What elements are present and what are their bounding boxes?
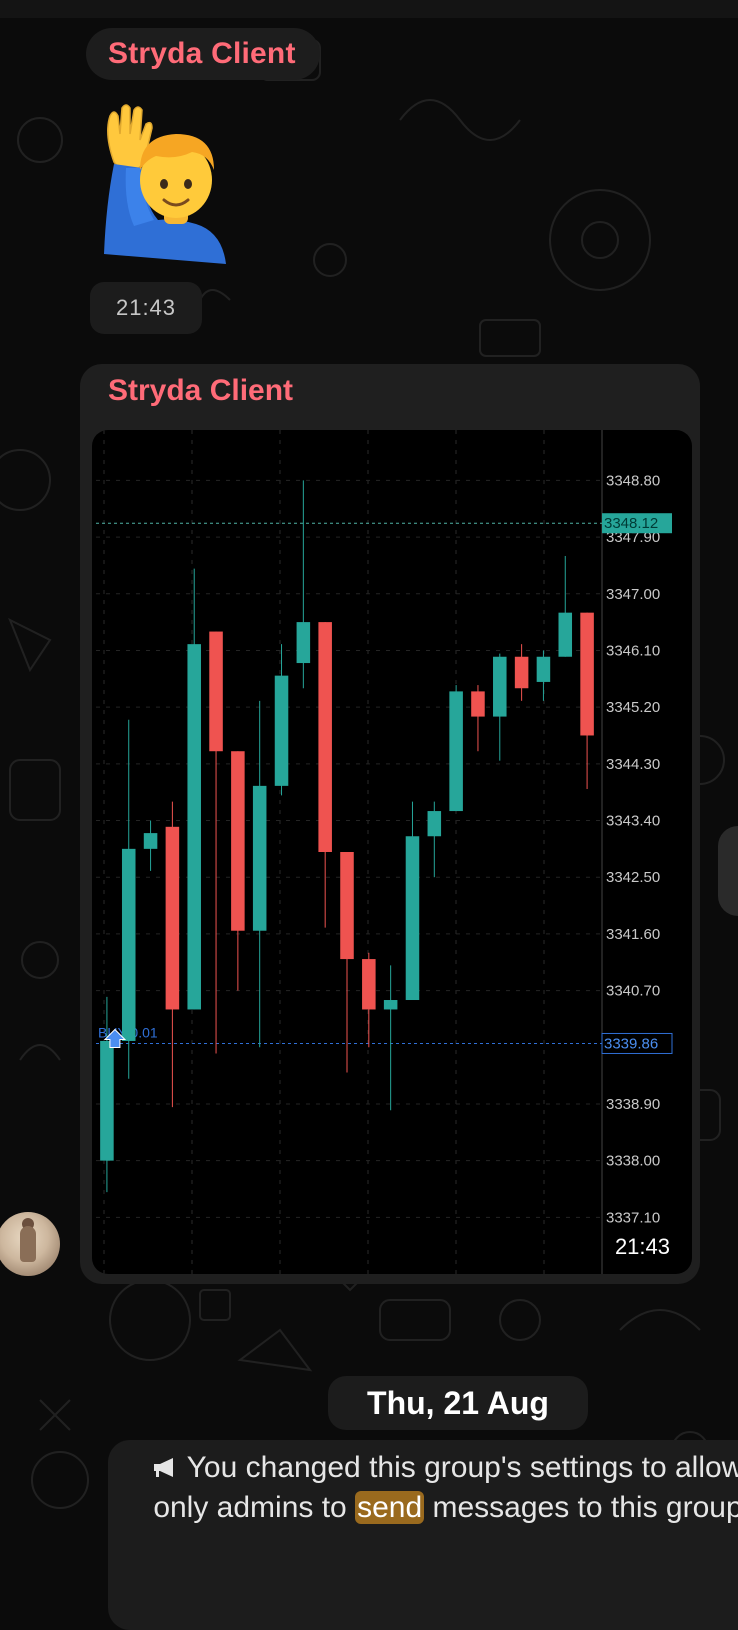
price-tick-label: 3344.30 [606, 756, 660, 773]
date-separator-text: Thu, 21 Aug [367, 1384, 549, 1421]
current-price-label: 3348.12 [604, 515, 658, 532]
candlestick-chart: 3348.80 3347.90 3347.00 3346.10 3345.20 3344.… [96, 430, 673, 1274]
candle-body [514, 656, 529, 689]
price-tick-label: 3338.00 [606, 1153, 660, 1170]
message-time: 21:43 [90, 282, 202, 334]
candle-body [209, 631, 223, 752]
candle-body [471, 691, 485, 717]
candle-body [121, 848, 136, 1041]
candle-body [536, 656, 551, 682]
system-message: You changed this group's settings to all… [108, 1440, 738, 1630]
system-message-before: You changed this group's settings to all… [153, 1451, 738, 1524]
buy-price-label: 3339.86 [604, 1035, 658, 1052]
sender-name: Stryda Client [108, 37, 296, 70]
price-tick-label: 3343.40 [606, 813, 660, 830]
price-tick-label: 3340.70 [606, 983, 660, 1000]
system-message-text: You changed this group's settings to all… [128, 1448, 738, 1528]
price-tick-label: 3346.10 [606, 642, 660, 659]
candle-body [427, 811, 442, 837]
candle-body [340, 852, 354, 960]
buy-arrow-marker [103, 1028, 127, 1048]
sender-avatar[interactable] [0, 1212, 60, 1276]
price-tick-label: 3337.10 [606, 1209, 660, 1226]
sender-name-pill[interactable]: Stryda Client [86, 28, 320, 80]
price-tick-label: 3345.20 [606, 699, 660, 716]
price-tick-label: 3338.90 [606, 1096, 660, 1113]
price-tick-label: 3347.90 [606, 529, 660, 546]
candle-body [580, 612, 594, 736]
buy-price-tag [601, 1032, 673, 1054]
system-message-after: messages to this group [424, 1491, 738, 1524]
search-highlight: send [355, 1491, 425, 1524]
candle-body [405, 836, 420, 1001]
candle-body [143, 833, 158, 849]
raising-hand-emoji [104, 104, 226, 264]
candle-body [252, 785, 267, 931]
price-tick-label: 3348.80 [606, 472, 660, 489]
date-separator: Thu, 21 Aug [328, 1376, 588, 1430]
message-time-text: 21:43 [115, 295, 177, 320]
sender-name[interactable]: Stryda Client [108, 374, 294, 407]
candle-body [296, 622, 311, 664]
candle-body [449, 691, 463, 812]
price-tick-label: 3342.50 [606, 869, 660, 886]
candle-body [558, 612, 573, 657]
image-message-bubble[interactable]: Stryda Client 3348.80 3347.90 3347.00 3346.… [80, 364, 700, 1284]
current-price-tag [602, 513, 672, 534]
candle-body [383, 1000, 398, 1010]
scroll-down-button[interactable] [718, 826, 738, 916]
candle-body [493, 656, 507, 717]
megaphone-icon [153, 1458, 173, 1477]
candle-body [187, 644, 201, 1010]
chart-image[interactable]: 3348.80 3347.90 3347.00 3346.10 3345.20 3344.… [92, 430, 692, 1274]
candle-body [362, 959, 376, 1010]
status-bar [0, 0, 738, 18]
price-tick-label: 3341.60 [606, 926, 660, 943]
candle-body [318, 622, 332, 852]
candle-body [274, 675, 289, 786]
candle-body [165, 826, 180, 1010]
candle-body [231, 751, 245, 931]
image-time: 21:43 [614, 1234, 670, 1259]
candle-body [100, 1040, 114, 1161]
price-tick-label: 3347.00 [606, 586, 660, 603]
